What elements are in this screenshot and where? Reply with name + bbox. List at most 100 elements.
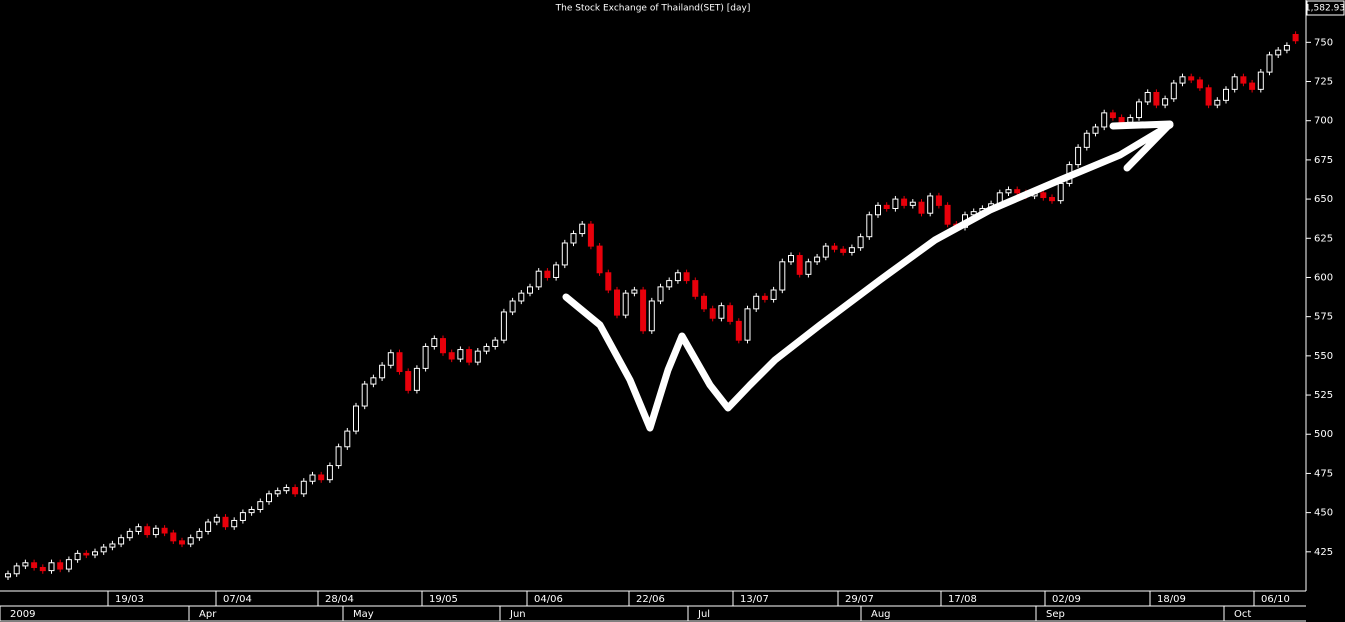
candle-up bbox=[805, 261, 812, 275]
y-tick-label: 700 bbox=[1314, 116, 1333, 127]
candle-down bbox=[1153, 91, 1160, 106]
candle-up bbox=[248, 508, 255, 514]
candle-up bbox=[561, 242, 568, 266]
x-tick-label: 17/08 bbox=[948, 594, 977, 605]
x-tick-label: 19/03 bbox=[115, 594, 144, 605]
candle-up bbox=[22, 562, 29, 567]
candle-up bbox=[413, 367, 420, 391]
candle-down bbox=[840, 248, 847, 253]
candle-down bbox=[1109, 112, 1116, 119]
candle-up bbox=[335, 446, 342, 467]
candle-down bbox=[1118, 117, 1125, 123]
candle-down bbox=[31, 562, 38, 568]
candle-up bbox=[387, 352, 394, 366]
x-tick-label: 06/10 bbox=[1261, 594, 1290, 605]
candle-down bbox=[1292, 33, 1299, 42]
candle-down bbox=[683, 272, 690, 282]
candle-up bbox=[631, 289, 638, 294]
month-label: Jun bbox=[509, 609, 526, 620]
candle-up bbox=[875, 204, 881, 216]
x-tick-label: 13/07 bbox=[740, 594, 769, 605]
candle-up bbox=[196, 530, 203, 539]
candle-down bbox=[39, 566, 46, 572]
candle-down bbox=[170, 532, 177, 542]
candle-up bbox=[1257, 71, 1264, 90]
candle-up bbox=[1170, 82, 1177, 100]
chart-title: The Stock Exchange of Thailand(SET) [day… bbox=[555, 4, 751, 14]
candle-down bbox=[544, 270, 551, 278]
candle-up bbox=[474, 350, 481, 363]
candle-down bbox=[596, 245, 603, 274]
candle-up bbox=[457, 349, 464, 360]
candle-down bbox=[83, 552, 90, 556]
candle-up bbox=[92, 551, 98, 556]
candle-down bbox=[709, 308, 716, 319]
candle-down bbox=[57, 562, 64, 570]
candle-up bbox=[422, 345, 429, 369]
candle-up bbox=[622, 292, 629, 316]
candle-down bbox=[1240, 76, 1247, 84]
candle-up bbox=[1214, 99, 1221, 106]
month-label: 2009 bbox=[10, 609, 35, 620]
candle-down bbox=[640, 289, 647, 332]
candle-down bbox=[318, 474, 325, 481]
candle-up bbox=[753, 295, 760, 310]
candle-up bbox=[770, 289, 777, 300]
candle-down bbox=[448, 352, 455, 360]
candle-up bbox=[814, 256, 821, 263]
candle-down bbox=[1196, 79, 1203, 89]
candle-up bbox=[553, 264, 560, 278]
y-tick-label: 500 bbox=[1314, 429, 1333, 440]
x-tick-label: 28/04 bbox=[325, 594, 354, 605]
candle-up bbox=[570, 233, 577, 244]
candle-down bbox=[587, 223, 594, 247]
candle-up bbox=[1144, 91, 1151, 103]
candle-down bbox=[1014, 189, 1021, 194]
y-tick-label: 550 bbox=[1314, 351, 1333, 362]
candle-up bbox=[100, 546, 107, 553]
x-tick-label: 04/06 bbox=[534, 594, 563, 605]
candle-up bbox=[1179, 76, 1186, 84]
candle-up bbox=[535, 270, 542, 288]
candle-up bbox=[892, 198, 899, 209]
candle-down bbox=[614, 289, 620, 316]
candle-up bbox=[866, 214, 873, 238]
candle-up bbox=[379, 364, 386, 379]
candle-up bbox=[1266, 54, 1273, 73]
candle-up bbox=[648, 300, 655, 332]
candle-up bbox=[657, 286, 664, 302]
candle-up bbox=[205, 521, 212, 532]
candle-up bbox=[152, 527, 159, 536]
candle-down bbox=[396, 352, 403, 373]
candle-up bbox=[300, 480, 307, 495]
candle-up bbox=[744, 308, 751, 341]
candle-down bbox=[292, 487, 299, 495]
x-tick-label: 19/05 bbox=[429, 594, 458, 605]
candle-up bbox=[970, 211, 977, 216]
candle-up bbox=[518, 292, 525, 302]
month-label: Apr bbox=[199, 609, 217, 620]
y-tick-label: 475 bbox=[1314, 468, 1333, 479]
y-tick-label: 575 bbox=[1314, 312, 1333, 323]
candle-down bbox=[161, 527, 168, 534]
candle-up bbox=[266, 493, 272, 503]
candle-up bbox=[257, 501, 264, 510]
candle-up bbox=[1005, 189, 1012, 194]
candle-up bbox=[309, 474, 316, 482]
y-tick-label: 425 bbox=[1314, 547, 1333, 558]
x-tick-label: 22/06 bbox=[636, 594, 665, 605]
candle-down bbox=[727, 305, 734, 322]
candle-up bbox=[1136, 101, 1142, 119]
x-tick-label: 29/07 bbox=[845, 594, 874, 605]
candle-up bbox=[353, 405, 359, 432]
candle-up bbox=[1162, 98, 1169, 106]
candle-up bbox=[1075, 146, 1082, 166]
candle-down bbox=[1049, 197, 1055, 202]
x-tick-label: 07/04 bbox=[223, 594, 252, 605]
candle-down bbox=[1188, 76, 1195, 81]
month-label: May bbox=[353, 609, 374, 620]
candle-down bbox=[440, 338, 446, 354]
candle-down bbox=[605, 272, 612, 291]
